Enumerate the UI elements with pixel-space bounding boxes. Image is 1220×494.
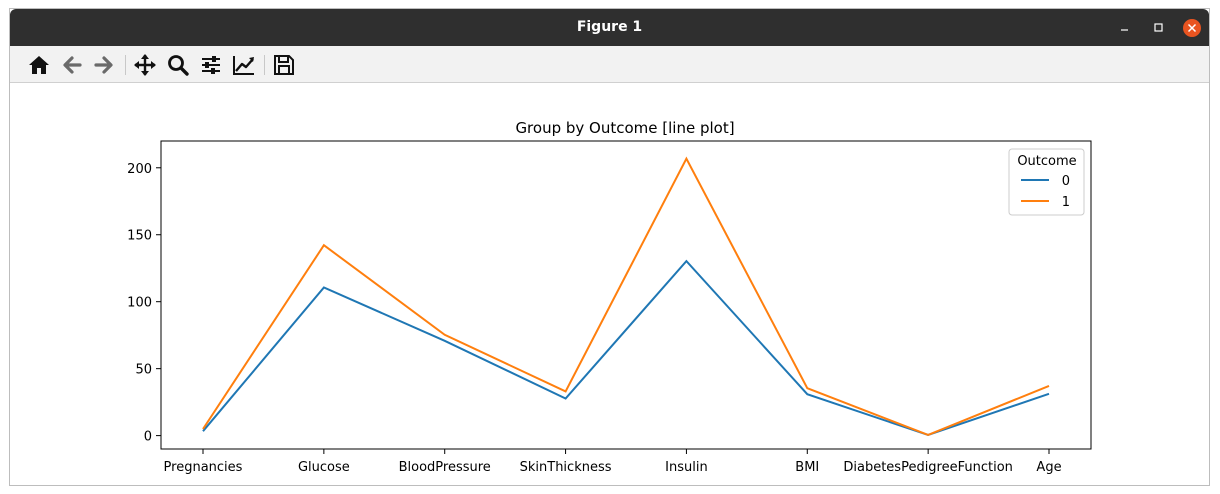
- x-tick-label: BloodPressure: [399, 460, 491, 475]
- x-tick-label: BMI: [795, 460, 819, 475]
- legend-label-1: 1: [1062, 195, 1070, 210]
- legend-label-0: 0: [1062, 174, 1070, 189]
- y-tick-label: 200: [127, 162, 152, 177]
- save-button[interactable]: [272, 53, 296, 77]
- zoom-button[interactable]: [166, 53, 190, 77]
- y-axis: 0 50 100 150 200: [127, 162, 161, 445]
- home-icon: [29, 56, 49, 74]
- zoom-icon: [168, 55, 189, 76]
- pan-button[interactable]: [133, 53, 157, 77]
- x-tick-label: SkinThickness: [520, 460, 612, 475]
- forward-button[interactable]: [92, 53, 116, 77]
- chart-title: Group by Outcome [line plot]: [515, 119, 734, 137]
- legend-box: [1008, 148, 1085, 216]
- edit-axis-button[interactable]: [232, 53, 256, 77]
- configure-subplots-icon: [202, 56, 220, 74]
- toolbar-separator: [125, 55, 126, 75]
- back-button[interactable]: [60, 53, 84, 77]
- forward-arrow-icon: [94, 56, 113, 74]
- legend: Outcome 0 1: [1008, 148, 1085, 216]
- back-arrow-icon: [63, 56, 82, 74]
- y-tick-label: 50: [135, 363, 152, 378]
- series-line-0: [202, 259, 1050, 437]
- y-tick-label: 0: [144, 430, 152, 445]
- pan-icon: [134, 54, 156, 76]
- close-button[interactable]: [1183, 19, 1201, 37]
- minimize-icon: [1121, 29, 1128, 31]
- plot-area: [160, 140, 1092, 450]
- minimize-button[interactable]: [1116, 19, 1134, 37]
- navigation-toolbar: [10, 46, 1209, 83]
- series-lines: [202, 156, 1050, 437]
- maximize-icon: [1154, 23, 1163, 32]
- series-line-1: [202, 156, 1050, 436]
- x-tick-label: Glucose: [298, 460, 350, 475]
- x-tick-label: Pregnancies: [164, 460, 243, 475]
- title-bar: Figure 1: [10, 9, 1209, 46]
- configure-subplots-button[interactable]: [199, 53, 223, 77]
- legend-title: Outcome: [1017, 154, 1076, 169]
- maximize-button[interactable]: [1150, 19, 1168, 37]
- x-tick-label: Age: [1036, 460, 1061, 475]
- line-chart[interactable]: Group by Outcome [line plot] 0 50 100 150 20…: [10, 84, 1209, 484]
- save-icon: [274, 55, 294, 75]
- figure-window: Figure 1: [9, 8, 1210, 486]
- window-title: Figure 1: [576, 19, 643, 35]
- x-tick-label: Insulin: [665, 460, 708, 475]
- x-axis: Pregnancies Glucose BloodPressure SkinThick…: [164, 449, 1062, 475]
- close-icon: [1183, 19, 1201, 37]
- y-tick-label: 150: [127, 229, 152, 244]
- home-button[interactable]: [27, 53, 51, 77]
- edit-axis-icon: [233, 56, 254, 75]
- toolbar-separator: [264, 55, 265, 75]
- y-tick-label: 100: [127, 296, 152, 311]
- x-tick-label: DiabetesPedigreeFunction: [843, 460, 1013, 475]
